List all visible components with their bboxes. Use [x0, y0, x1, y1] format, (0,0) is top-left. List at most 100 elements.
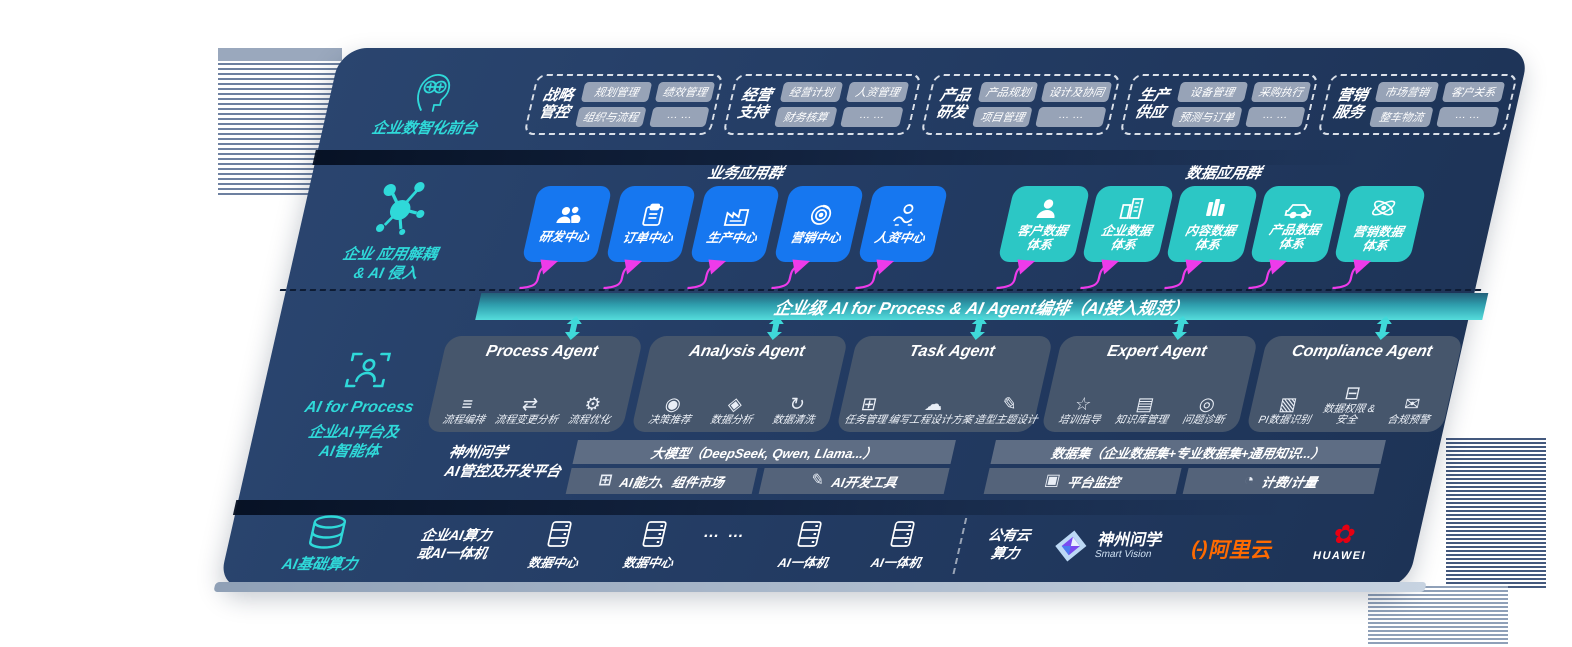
pill: 绩效管理 [654, 81, 716, 102]
datacenter-node: 数据中心 [621, 520, 683, 571]
business-app-boxes: 研发中心 订单中心 [521, 186, 958, 262]
pill: 设计及协同 [1041, 81, 1113, 102]
pill: 客户关系 [1441, 81, 1506, 102]
orchestration-band: 企业级 AI for Process & AI Agent编排（AI接入规范） [475, 293, 1489, 320]
pi-data-icon: ▧ [1277, 394, 1299, 415]
pill: 产品规划 [978, 81, 1039, 102]
platform-right-group: 数据集（企业数据集+专业数据集+通用知识...） ▣ 平台监控 ◔ 计费/计量 [983, 440, 1386, 494]
expert-agent: Expert Agent ☆ 培训指导 ▤ 知识库管理 ◎ 问题诊断 [1040, 336, 1259, 432]
shenzhou-logo: 神州问学 Smart Vision [1049, 528, 1165, 564]
pill: … … [840, 106, 904, 127]
pill: … … [649, 106, 710, 127]
database-icon [302, 514, 351, 552]
halftone-decoration-bottom-right [1368, 586, 1508, 644]
target-icon [806, 203, 835, 227]
person-icon [1033, 196, 1062, 220]
app-rd-center: 研发中心 [521, 186, 613, 262]
pill: 经营计划 [779, 81, 844, 102]
group-marketing: 营销 服务 市场营销 客户关系 整车物流 … … [1317, 73, 1519, 135]
billing-cell: ◔ 计费/计量 [1182, 468, 1380, 494]
clipboard-icon [638, 203, 667, 227]
datacenter-node: 数据中心 [526, 520, 588, 571]
pill: … … [1435, 106, 1500, 127]
enterprise-compute-label: 企业AI算力 或AI一体机 [415, 527, 494, 562]
datasets-bar: 数据集（企业数据集+专业数据集+通用知识...） [990, 440, 1386, 464]
flow-optimization-icon: ⚙ [582, 394, 604, 415]
capability-market-icon: ⊞ [596, 472, 615, 489]
server-icon [794, 520, 824, 548]
pill: 项目管理 [972, 106, 1033, 127]
app-layer-label: 企业 应用解耦 & AI 侵入 [341, 246, 440, 282]
pill: 市场营销 [1375, 81, 1440, 102]
brain-icon [407, 70, 459, 116]
flow-orchestration-icon: ≡ [459, 394, 475, 415]
ai-for-process-label: AI for Process [303, 399, 416, 416]
ai-appliance-node: AI一体机 [869, 520, 931, 571]
data-app-boxes: 客户数据 体系 企业数据 体系 [997, 186, 1434, 262]
pill: 规划管理 [580, 81, 653, 102]
pill: 财务核算 [773, 106, 838, 127]
pill: … … [1244, 106, 1306, 127]
task-management-icon: ⊞ [859, 394, 879, 415]
devtools-cell: ✎ AI开发工具 [758, 468, 950, 494]
pill: … … [1035, 106, 1107, 127]
data-customer: 客户数据 体系 [997, 186, 1091, 262]
data-cleaning-icon: ↻ [787, 394, 807, 415]
layer-divider-dashed-line [279, 289, 1482, 291]
main-panel: 企业数智化前台 战略 管控 规划管理 绩效管理 组织与流程 … … 经营 支持 经营… [213, 48, 1531, 592]
devtools-icon: ✎ [808, 472, 827, 489]
styling-design-icon: ✎ [999, 394, 1020, 415]
pill: 组织与流程 [575, 106, 647, 127]
front-office-label-block: 企业数智化前台 [336, 70, 524, 139]
pill: 采购执行 [1250, 81, 1312, 102]
data-apps-title: 数据应用群 [1184, 165, 1263, 182]
task-agent: Task Agent ⊞ 任务管理 ☁ 编写工程设计方案 ✎ 造型主题设计 [835, 336, 1054, 432]
halftone-decoration-right [1446, 438, 1546, 590]
infra-label: AI基础算力 [280, 556, 360, 573]
server-icon [639, 520, 669, 548]
app-marketing-center: 营销中心 [773, 186, 865, 262]
ai-layer-label-block: AI for Process 企业AI平台及 AI智能体 [257, 348, 463, 462]
capability-market-cell: ⊞ AI能力、组件市场 [565, 468, 758, 494]
aliyun-bracket-icon: (-) [1189, 537, 1209, 560]
pill: 整车物流 [1369, 106, 1434, 127]
columns-icon [1201, 196, 1230, 220]
public-cloud-label: 公有云 算力 [986, 527, 1033, 562]
flow-change-analysis-icon: ⇄ [520, 394, 540, 415]
people-icon [554, 204, 585, 226]
data-product: 产品数据 体系 [1249, 186, 1343, 262]
server-icon [887, 520, 917, 548]
ai-platform-label: 企业AI平台及 AI智能体 [306, 424, 401, 460]
diagnosis-icon: ◎ [1196, 394, 1218, 415]
training-icon: ☆ [1072, 394, 1094, 415]
agent-boxes: Process Agent ≡ 流程编排 ⇄ 流程变更分析 ⚙ 流程优化 Analys… [425, 336, 1464, 432]
group-production: 生产 供应 设备管理 采购执行 预测与订单 … … [1119, 73, 1320, 135]
engineering-doc-icon: ☁ [922, 394, 946, 415]
infrastructure-layer: AI基础算力 企业AI算力 或AI一体机 数据中心 数据中心 … … AI一体机 [220, 512, 1425, 582]
front-office-groups: 战略 管控 规划管理 绩效管理 组织与流程 … … 经营 支持 经营计划 人资管理 … [523, 73, 1519, 135]
app-layer-label-block: 企业 应用解耦 & AI 侵入 [293, 178, 497, 284]
panel-floor-edge [213, 582, 1427, 592]
decision-recommend-icon: ◉ [662, 394, 684, 415]
infra-label-block: AI基础算力 [280, 514, 369, 575]
factory-icon [721, 203, 752, 227]
car-icon [1283, 197, 1316, 219]
pill: 预测与订单 [1170, 106, 1243, 127]
data-permission-icon: ⊟ [1342, 382, 1363, 403]
ai-appliance-node: AI一体机 [776, 520, 838, 571]
front-office-label: 企业数智化前台 [370, 119, 480, 137]
platform-monitor-icon: ▣ [1042, 472, 1062, 489]
analysis-agent: Analysis Agent ◉ 决策推荐 ◈ 数据分析 ↻ 数据清洗 [630, 336, 849, 432]
models-bar: 大模型（DeepSeek, Qwen, Llama...） [572, 440, 956, 464]
compliance-alert-icon: ✉ [1402, 394, 1422, 415]
group-strategy: 战略 管控 规划管理 绩效管理 组织与流程 … … [523, 73, 724, 135]
server-icon [544, 520, 574, 548]
data-enterprise: 企业数据 体系 [1081, 186, 1175, 262]
molecule-icon [364, 178, 436, 240]
pill: 人资管理 [845, 81, 910, 102]
group-product: 产品 研发 产品规划 设计及协同 项目管理 … … [920, 73, 1121, 135]
pill: 设备管理 [1176, 81, 1249, 102]
monitor-cell: ▣ 平台监控 [983, 468, 1182, 494]
huawei-logo: ✿ HUAWEI [1311, 519, 1368, 562]
